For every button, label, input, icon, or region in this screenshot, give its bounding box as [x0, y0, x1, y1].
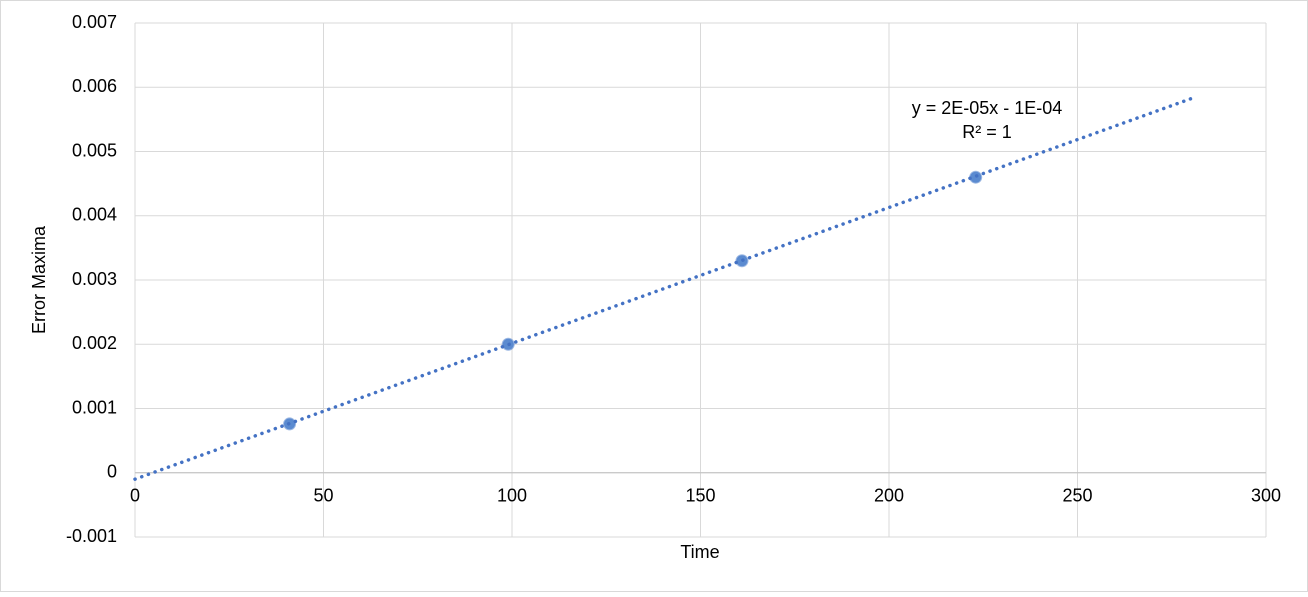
x-tick-label: 100 [497, 486, 527, 506]
x-tick-label: 250 [1062, 486, 1092, 506]
trendline-r-squared: R² = 1 [962, 122, 1012, 142]
trendline [133, 97, 1193, 481]
y-tick-label: 0.002 [72, 333, 117, 353]
x-tick-label: 50 [313, 486, 333, 506]
x-tick-label: 150 [685, 486, 715, 506]
x-tick-label: 200 [874, 486, 904, 506]
y-tick-label: 0.006 [72, 76, 117, 96]
x-tick-label: 300 [1251, 486, 1281, 506]
x-axis-label: Time [680, 542, 719, 562]
y-axis-label: Error Maxima [29, 225, 49, 334]
trendline-equation: y = 2E-05x - 1E-04 [912, 98, 1063, 118]
y-tick-label: 0.007 [72, 12, 117, 32]
y-tick-label: 0.003 [72, 269, 117, 289]
y-tick-label: -0.001 [66, 526, 117, 546]
y-tick-label: 0 [107, 462, 117, 482]
y-tick-label: 0.001 [72, 397, 117, 417]
y-tick-label: 0.004 [72, 205, 117, 225]
x-tick-label: 0 [130, 486, 140, 506]
y-tick-label: 0.005 [72, 140, 117, 160]
